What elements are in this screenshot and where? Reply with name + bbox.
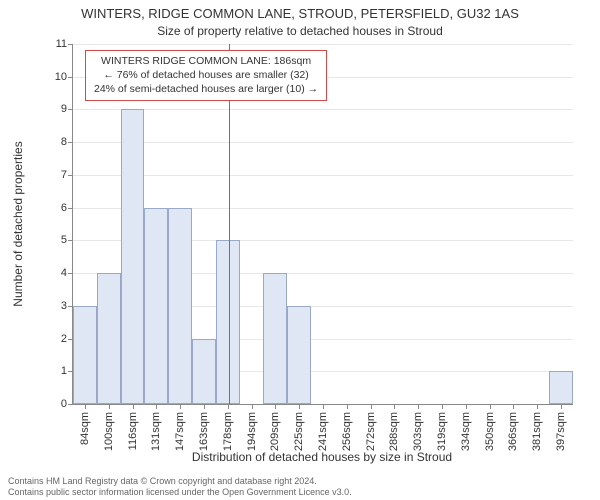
x-tick-label: 256sqm — [341, 412, 353, 451]
y-tick-mark — [68, 208, 73, 209]
chart-title-main: WINTERS, RIDGE COMMON LANE, STROUD, PETE… — [0, 6, 600, 21]
y-tick-label: 2 — [43, 333, 67, 345]
x-tick-mark — [323, 404, 324, 409]
x-tick-mark — [85, 404, 86, 409]
x-tick-mark — [442, 404, 443, 409]
x-tick-mark — [561, 404, 562, 409]
x-tick-mark — [109, 404, 110, 409]
x-tick-label: 116sqm — [127, 412, 139, 450]
y-tick-mark — [68, 44, 73, 45]
y-tick-mark — [68, 142, 73, 143]
x-tick-mark — [275, 404, 276, 409]
annotation-line: WINTERS RIDGE COMMON LANE: 186sqm — [94, 54, 318, 68]
histogram-bar — [144, 208, 168, 404]
y-tick-label: 8 — [43, 136, 67, 148]
y-tick-mark — [68, 175, 73, 176]
histogram-bar — [287, 306, 311, 404]
grid-line — [73, 142, 573, 143]
y-axis-label: Number of detached properties — [11, 141, 25, 306]
y-tick-label: 10 — [43, 71, 67, 83]
y-tick-mark — [68, 404, 73, 405]
grid-line — [73, 175, 573, 176]
y-tick-label: 0 — [43, 398, 67, 410]
y-tick-label: 6 — [43, 202, 67, 214]
x-tick-mark — [347, 404, 348, 409]
x-tick-mark — [418, 404, 419, 409]
annotation-line: ← 76% of detached houses are smaller (32… — [94, 68, 318, 82]
histogram-bar — [549, 371, 573, 404]
x-tick-label: 366sqm — [507, 412, 519, 451]
grid-line — [73, 109, 573, 110]
y-tick-mark — [68, 273, 73, 274]
x-tick-label: 334sqm — [460, 412, 472, 451]
x-tick-label: 178sqm — [222, 412, 234, 451]
y-tick-mark — [68, 109, 73, 110]
x-tick-label: 194sqm — [246, 412, 258, 451]
y-tick-label: 3 — [43, 300, 67, 312]
x-tick-mark — [513, 404, 514, 409]
x-tick-label: 147sqm — [174, 412, 186, 451]
x-tick-label: 397sqm — [555, 412, 567, 451]
histogram-bar — [73, 306, 97, 404]
x-tick-mark — [204, 404, 205, 409]
x-tick-mark — [466, 404, 467, 409]
x-tick-mark — [156, 404, 157, 409]
histogram-bar — [168, 208, 192, 404]
x-tick-label: 288sqm — [388, 412, 400, 451]
x-tick-label: 163sqm — [198, 412, 210, 451]
x-tick-label: 319sqm — [436, 412, 448, 451]
x-tick-label: 209sqm — [269, 412, 281, 451]
x-tick-label: 225sqm — [293, 412, 305, 451]
x-tick-label: 131sqm — [150, 412, 162, 451]
chart-title-sub: Size of property relative to detached ho… — [0, 24, 600, 38]
annotation-line: 24% of semi-detached houses are larger (… — [94, 82, 318, 96]
x-tick-label: 350sqm — [484, 412, 496, 451]
x-tick-label: 84sqm — [79, 412, 91, 445]
y-tick-label: 4 — [43, 267, 67, 279]
x-tick-mark — [537, 404, 538, 409]
x-tick-mark — [394, 404, 395, 409]
grid-line — [73, 44, 573, 45]
y-tick-label: 9 — [43, 103, 67, 115]
x-tick-label: 381sqm — [531, 412, 543, 451]
histogram-bar — [97, 273, 121, 404]
chart-plot-area: 0123456789101184sqm100sqm116sqm131sqm147… — [72, 44, 573, 405]
annotation-box: WINTERS RIDGE COMMON LANE: 186sqm ← 76% … — [85, 50, 327, 101]
x-tick-label: 241sqm — [317, 412, 329, 451]
histogram-bar — [121, 109, 145, 404]
histogram-bar — [263, 273, 287, 404]
histogram-bar — [216, 240, 240, 404]
footer-line: Contains HM Land Registry data © Crown c… — [8, 476, 352, 487]
y-tick-label: 7 — [43, 169, 67, 181]
x-tick-mark — [299, 404, 300, 409]
y-tick-mark — [68, 240, 73, 241]
footer-line: Contains public sector information licen… — [8, 487, 352, 498]
y-tick-label: 5 — [43, 234, 67, 246]
x-tick-mark — [228, 404, 229, 409]
y-tick-label: 11 — [43, 38, 67, 50]
x-tick-label: 100sqm — [103, 412, 115, 451]
x-tick-label: 303sqm — [412, 412, 424, 451]
histogram-bar — [192, 339, 216, 404]
x-tick-mark — [133, 404, 134, 409]
x-tick-mark — [180, 404, 181, 409]
x-tick-mark — [252, 404, 253, 409]
footer-attribution: Contains HM Land Registry data © Crown c… — [8, 476, 352, 499]
x-tick-label: 272sqm — [365, 412, 377, 451]
x-axis-label: Distribution of detached houses by size … — [72, 450, 572, 464]
y-tick-mark — [68, 77, 73, 78]
x-tick-mark — [371, 404, 372, 409]
x-tick-mark — [490, 404, 491, 409]
y-tick-label: 1 — [43, 365, 67, 377]
